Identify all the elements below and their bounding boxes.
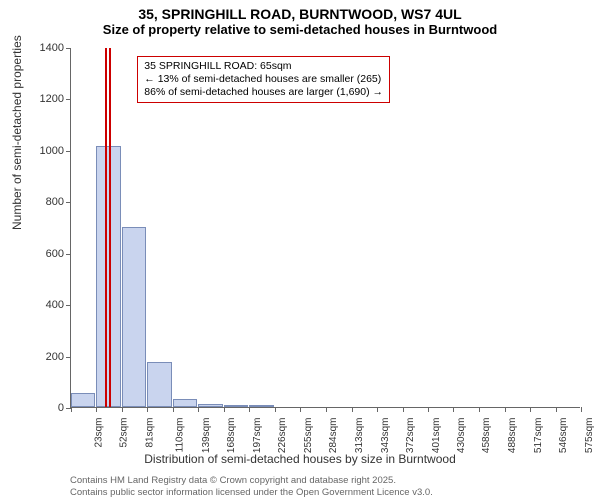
x-tick-label: 110sqm bbox=[175, 418, 186, 453]
x-tick-label: 372sqm bbox=[405, 418, 416, 454]
reference-line bbox=[109, 48, 111, 407]
plot-area: 020040060080010001200140023sqm52sqm81sqm… bbox=[70, 48, 580, 408]
y-tick-label: 1200 bbox=[24, 93, 64, 105]
histogram-bar bbox=[224, 405, 248, 407]
x-tick-label: 52sqm bbox=[119, 418, 130, 448]
chart-footer: Contains HM Land Registry data © Crown c… bbox=[70, 475, 433, 498]
x-tick-mark bbox=[198, 407, 199, 412]
x-tick-label: 168sqm bbox=[226, 418, 237, 454]
x-tick-label: 401sqm bbox=[431, 418, 442, 454]
annotation-line: ← 13% of semi-detached houses are smalle… bbox=[144, 73, 383, 86]
chart-title-sub: Size of property relative to semi-detach… bbox=[0, 22, 600, 41]
x-tick-mark bbox=[530, 407, 531, 412]
y-tick-mark bbox=[66, 357, 71, 358]
footer-line-2: Contains public sector information licen… bbox=[70, 487, 433, 498]
x-tick-mark bbox=[479, 407, 480, 412]
histogram-bar bbox=[198, 404, 222, 407]
x-tick-mark bbox=[249, 407, 250, 412]
y-axis-label: Number of semi-detached properties bbox=[10, 35, 24, 230]
chart-area: 020040060080010001200140023sqm52sqm81sqm… bbox=[70, 48, 580, 408]
y-tick-mark bbox=[66, 202, 71, 203]
histogram-bar bbox=[249, 405, 273, 407]
reference-line bbox=[105, 48, 107, 407]
x-tick-label: 197sqm bbox=[252, 418, 263, 454]
footer-line-1: Contains HM Land Registry data © Crown c… bbox=[70, 475, 433, 486]
x-tick-label: 343sqm bbox=[380, 418, 391, 454]
x-tick-mark bbox=[71, 407, 72, 412]
annotation-line: 86% of semi-detached houses are larger (… bbox=[144, 86, 383, 99]
y-tick-mark bbox=[66, 305, 71, 306]
x-tick-label: 139sqm bbox=[201, 418, 212, 454]
histogram-bar bbox=[173, 399, 197, 407]
x-tick-mark bbox=[275, 407, 276, 412]
y-tick-label: 1400 bbox=[24, 42, 64, 54]
y-tick-label: 1000 bbox=[24, 145, 64, 157]
y-tick-label: 800 bbox=[24, 196, 64, 208]
x-tick-label: 313sqm bbox=[354, 418, 365, 454]
x-tick-label: 488sqm bbox=[507, 418, 518, 454]
x-tick-label: 255sqm bbox=[303, 418, 314, 454]
y-tick-mark bbox=[66, 151, 71, 152]
histogram-bar bbox=[71, 393, 95, 407]
x-tick-label: 430sqm bbox=[456, 418, 467, 454]
x-tick-mark bbox=[352, 407, 353, 412]
x-tick-mark bbox=[377, 407, 378, 412]
x-tick-mark bbox=[581, 407, 582, 412]
chart-title-main: 35, SPRINGHILL ROAD, BURNTWOOD, WS7 4UL bbox=[0, 0, 600, 22]
x-tick-label: 226sqm bbox=[277, 418, 288, 454]
x-tick-mark bbox=[96, 407, 97, 412]
x-tick-label: 284sqm bbox=[328, 418, 339, 454]
x-tick-label: 81sqm bbox=[144, 418, 155, 448]
x-tick-mark bbox=[173, 407, 174, 412]
y-tick-mark bbox=[66, 254, 71, 255]
histogram-bar bbox=[122, 227, 146, 407]
x-tick-mark bbox=[505, 407, 506, 412]
x-tick-mark bbox=[122, 407, 123, 412]
histogram-bar bbox=[147, 362, 171, 407]
y-tick-label: 200 bbox=[24, 351, 64, 363]
y-tick-mark bbox=[66, 99, 71, 100]
y-tick-label: 0 bbox=[24, 402, 64, 414]
x-tick-mark bbox=[556, 407, 557, 412]
x-tick-mark bbox=[224, 407, 225, 412]
x-tick-mark bbox=[403, 407, 404, 412]
y-tick-label: 600 bbox=[24, 248, 64, 260]
annotation-line: 35 SPRINGHILL ROAD: 65sqm bbox=[144, 60, 383, 73]
x-axis-label: Distribution of semi-detached houses by … bbox=[0, 452, 600, 466]
x-tick-mark bbox=[300, 407, 301, 412]
x-tick-mark bbox=[326, 407, 327, 412]
x-tick-label: 458sqm bbox=[481, 418, 492, 454]
x-tick-label: 546sqm bbox=[558, 418, 569, 454]
x-tick-label: 517sqm bbox=[533, 418, 544, 454]
x-tick-label: 23sqm bbox=[94, 418, 105, 448]
y-tick-mark bbox=[66, 48, 71, 49]
x-tick-mark bbox=[428, 407, 429, 412]
x-tick-label: 575sqm bbox=[584, 418, 595, 454]
x-tick-mark bbox=[453, 407, 454, 412]
annotation-box: 35 SPRINGHILL ROAD: 65sqm← 13% of semi-d… bbox=[137, 56, 390, 103]
x-tick-mark bbox=[147, 407, 148, 412]
y-tick-label: 400 bbox=[24, 299, 64, 311]
